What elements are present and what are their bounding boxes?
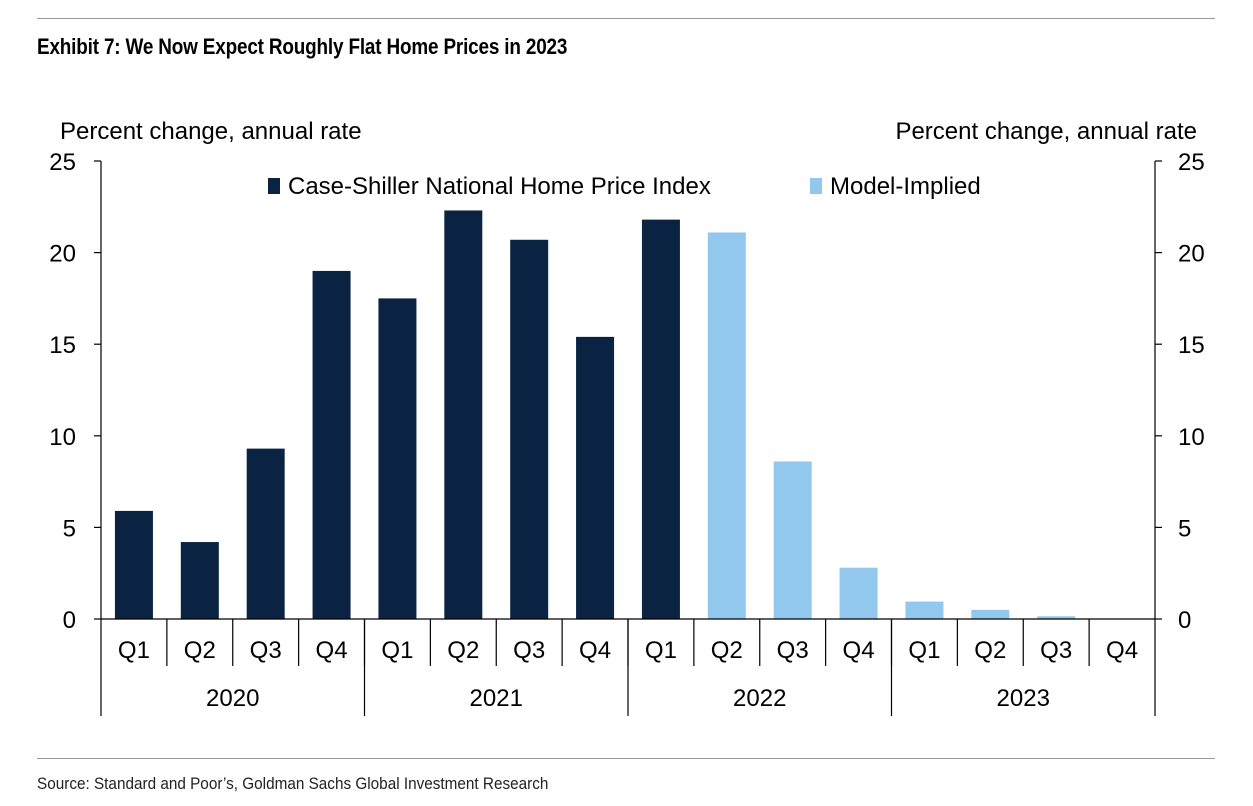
y-tick-label-left-15: 15	[49, 332, 76, 359]
x-tick-label-13: Q2	[974, 637, 1006, 664]
y-axis-title-left: Percent change, annual rate	[60, 118, 362, 145]
y-axis-title-right: Percent change, annual rate	[895, 118, 1197, 145]
x-tick-label-11: Q4	[843, 637, 875, 664]
bar-model-13	[971, 609, 1010, 619]
bar-actual-1	[180, 542, 219, 619]
year-label-2021: 2021	[470, 685, 523, 712]
legend-swatch-actual	[268, 178, 280, 194]
source-note: Source: Standard and Poor’s, Goldman Sac…	[37, 774, 549, 793]
x-tick-label-15: Q4	[1106, 637, 1138, 664]
bar-actual-7	[576, 336, 615, 619]
bottom-rule	[37, 758, 1215, 759]
bar-actual-0	[114, 510, 153, 619]
x-tick-label-1: Q2	[184, 637, 216, 664]
x-tick-label-10: Q3	[777, 637, 809, 664]
x-tick-label-8: Q1	[645, 637, 677, 664]
bar-model-11	[839, 567, 878, 619]
bar-model-10	[773, 461, 812, 619]
bar-model-14	[1037, 616, 1076, 619]
x-tick-label-0: Q1	[118, 637, 150, 664]
y-tick-label-right-10: 10	[1178, 424, 1205, 451]
bar-actual-4	[378, 298, 417, 619]
y-tick-label-right-5: 5	[1178, 515, 1191, 542]
x-tick-label-9: Q2	[711, 637, 743, 664]
x-tick-label-14: Q3	[1040, 637, 1072, 664]
bar-actual-3	[312, 270, 351, 619]
x-tick-label-4: Q1	[381, 637, 413, 664]
y-tick-label-left-25: 25	[49, 149, 76, 176]
top-rule	[37, 18, 1215, 19]
x-tick-label-2: Q3	[250, 637, 282, 664]
x-tick-label-3: Q4	[316, 637, 348, 664]
y-tick-label-left-10: 10	[49, 424, 76, 451]
y-tick-label-right-20: 20	[1178, 241, 1205, 268]
bar-model-12	[905, 601, 944, 619]
y-tick-label-left-20: 20	[49, 241, 76, 268]
legend: Case-Shiller National Home Price Index M…	[268, 173, 981, 200]
x-tick-label-12: Q1	[908, 637, 940, 664]
x-tick-label-6: Q3	[513, 637, 545, 664]
y-tick-label-right-0: 0	[1178, 607, 1191, 634]
y-tick-label-right-25: 25	[1178, 149, 1205, 176]
x-tick-label-7: Q4	[579, 637, 611, 664]
year-label-2020: 2020	[206, 685, 259, 712]
x-tick-label-5: Q2	[447, 637, 479, 664]
bar-actual-8	[641, 219, 680, 619]
y-tick-label-right-15: 15	[1178, 332, 1205, 359]
bars-layer	[114, 210, 1076, 620]
y-tick-label-left-5: 5	[63, 515, 76, 542]
y-tick-label-left-0: 0	[63, 607, 76, 634]
legend-label-actual: Case-Shiller National Home Price Index	[288, 173, 711, 200]
legend-swatch-model	[810, 178, 822, 194]
bar-actual-5	[444, 210, 483, 620]
exhibit-title: Exhibit 7: We Now Expect Roughly Flat Ho…	[37, 34, 568, 59]
axes-layer	[94, 160, 1162, 716]
bar-actual-6	[510, 239, 549, 619]
year-label-2022: 2022	[733, 685, 786, 712]
bar-actual-2	[246, 448, 285, 619]
legend-label-model: Model-Implied	[830, 173, 981, 200]
year-label-2023: 2023	[997, 685, 1050, 712]
bar-model-9	[707, 232, 746, 619]
